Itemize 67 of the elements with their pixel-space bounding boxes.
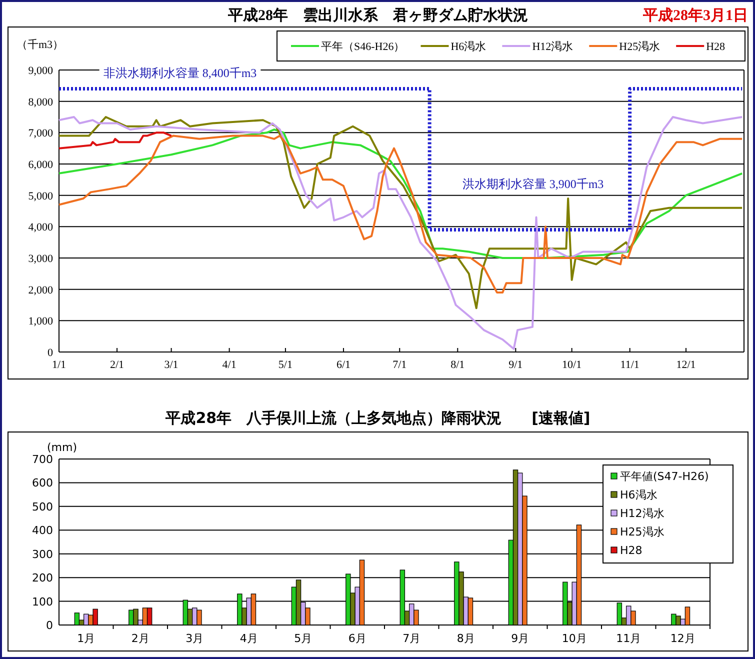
y-tick-label: 7,000	[28, 128, 54, 140]
y-tick-label: 100	[32, 595, 53, 608]
chart-title: 平成28年 八手俣川上流（上多気地点）降雨状況 [速報値]	[164, 409, 590, 427]
x-tick-label: 6/1	[336, 359, 351, 371]
x-tick-label: 8月	[456, 632, 475, 645]
x-tick-label: 6月	[348, 632, 366, 645]
y-tick-label: 0	[48, 347, 54, 359]
x-tick-label: 11/1	[620, 359, 640, 371]
x-tick-label: 8/1	[450, 359, 465, 371]
y-tick-label: 2,000	[28, 284, 54, 296]
line-series	[58, 134, 744, 294]
line-series	[58, 116, 744, 310]
y-tick-label: 300	[32, 548, 53, 561]
legend-label: H12渇水	[620, 507, 664, 520]
y-tick-label: 600	[32, 476, 53, 490]
x-tick-label: 9月	[511, 632, 530, 645]
x-tick-label: 10/1	[562, 359, 582, 371]
y-axis-title: （千m3）	[16, 38, 64, 51]
bar	[74, 612, 80, 626]
x-tick-label: 7/1	[392, 359, 407, 371]
y-tick-label: 9,000	[28, 65, 54, 77]
line-series	[58, 128, 744, 259]
y-tick-label: 8,000	[28, 96, 54, 108]
annotation: 洪水期利水容量 3,900千m3	[462, 177, 604, 191]
x-tick-label: 12/1	[676, 359, 696, 371]
y-tick-label: 400	[32, 524, 53, 538]
chart-title: 平成28年 雲出川水系 君ヶ野ダム貯水状況	[227, 7, 528, 24]
chart-subtitle: 平成28年3月1日	[642, 7, 748, 24]
legend-label: H25渇水	[620, 526, 664, 538]
y-tick-label: 6,000	[28, 159, 54, 171]
line-series	[58, 116, 744, 350]
x-tick-label: 12月	[670, 632, 696, 645]
x-tick-label: 11月	[616, 632, 642, 645]
legend-label: H25渇水	[619, 40, 660, 53]
x-tick-label: 4/1	[222, 359, 236, 371]
x-tick-label: 7月	[402, 632, 421, 645]
y-tick-label: 5,000	[28, 190, 54, 202]
legend-label: H28	[706, 41, 726, 53]
x-tick-label: 3/1	[164, 359, 178, 371]
legend-label: H28	[620, 544, 642, 557]
legend-label: H6渇水	[620, 488, 658, 502]
x-tick-label: 1/1	[52, 359, 66, 371]
y-tick-label: 3,000	[28, 253, 54, 265]
y-tick-label: 4,000	[28, 222, 54, 234]
line-series	[58, 132, 172, 150]
y-tick-label: 1,000	[28, 316, 54, 328]
bar	[684, 606, 690, 626]
x-tick-label: 1月	[77, 632, 96, 645]
x-tick-label: 2/1	[110, 359, 124, 371]
legend-label: H12渇水	[532, 40, 574, 53]
y-tick-label: 200	[32, 572, 53, 585]
legend-label: 平年（S46-H26）	[321, 41, 405, 53]
y-tick-label: 700	[32, 453, 53, 466]
annotation: 非洪水期利水容量 8,400千m3	[103, 66, 257, 80]
x-tick-label: 10月	[562, 632, 587, 645]
x-tick-label: 5月	[294, 632, 312, 645]
x-tick-label: 2月	[131, 632, 150, 645]
x-tick-label: 4月	[240, 632, 258, 645]
x-tick-label: 3月	[186, 632, 204, 645]
y-tick-label: 500	[32, 500, 53, 514]
legend-label: 平年値(S47-H26)	[620, 470, 709, 483]
legend-label: H6渇水	[450, 40, 486, 53]
y-axis-title: (mm)	[46, 441, 78, 454]
x-tick-label: 9/1	[508, 359, 523, 371]
x-tick-label: 5/1	[278, 359, 292, 371]
bar	[146, 608, 152, 626]
y-tick-label: 0	[46, 619, 53, 632]
